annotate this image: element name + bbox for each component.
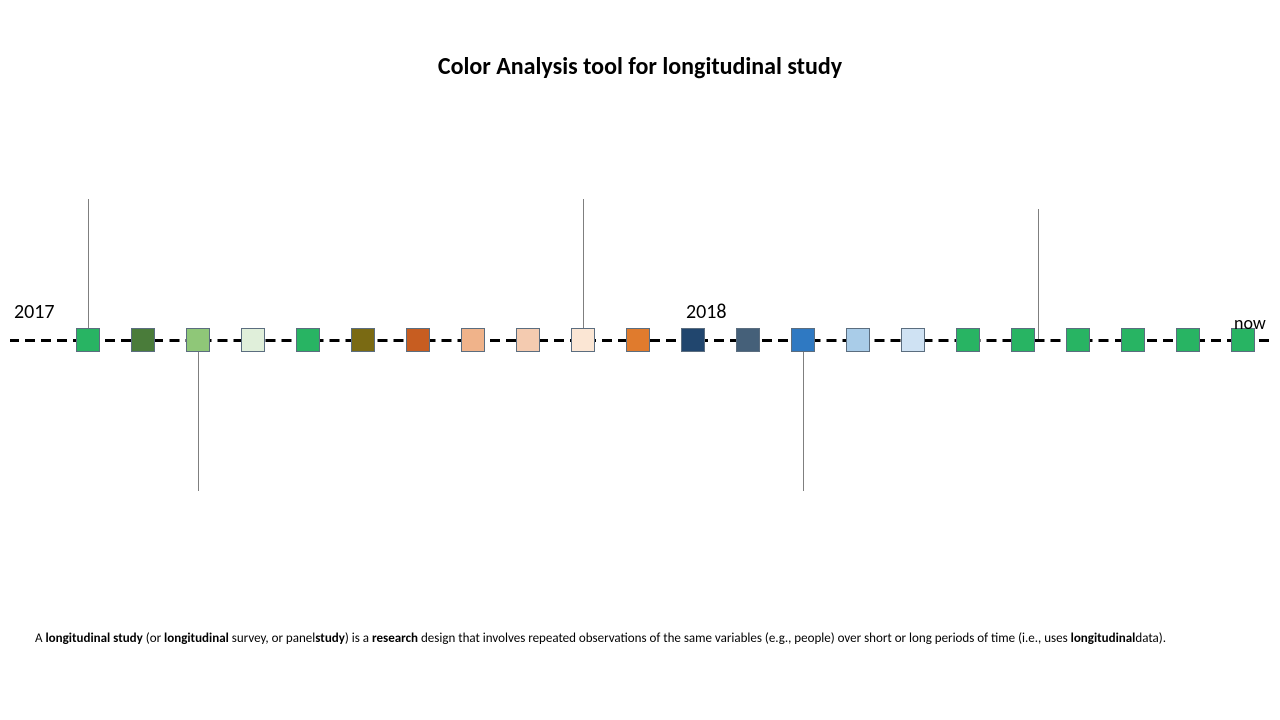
page: Color Analysis tool for longitudinal stu… <box>0 0 1280 720</box>
timeline-label: 2017 <box>14 300 55 324</box>
color-swatch[interactable] <box>681 328 705 352</box>
color-swatch[interactable] <box>1066 328 1090 352</box>
timeline-tick <box>803 351 804 491</box>
color-swatch[interactable] <box>186 328 210 352</box>
color-swatch[interactable] <box>76 328 100 352</box>
color-swatch[interactable] <box>241 328 265 352</box>
color-swatch[interactable] <box>901 328 925 352</box>
timeline-tick <box>583 199 584 339</box>
color-swatch[interactable] <box>1176 328 1200 352</box>
timeline: 2017 2018 now <box>0 0 1280 720</box>
color-swatch[interactable] <box>736 328 760 352</box>
color-swatch[interactable] <box>571 328 595 352</box>
color-swatch[interactable] <box>1121 328 1145 352</box>
timeline-tick <box>1038 209 1039 339</box>
color-swatch[interactable] <box>1011 328 1035 352</box>
color-swatch[interactable] <box>516 328 540 352</box>
color-swatch[interactable] <box>626 328 650 352</box>
color-swatch[interactable] <box>846 328 870 352</box>
color-swatch[interactable] <box>461 328 485 352</box>
color-swatch[interactable] <box>791 328 815 352</box>
timeline-tick <box>198 351 199 491</box>
timeline-tick <box>88 199 89 339</box>
footer-definition: A longitudinal study (or longitudinal su… <box>35 630 1245 648</box>
color-swatch[interactable] <box>406 328 430 352</box>
timeline-label: 2018 <box>686 300 727 324</box>
color-swatch[interactable] <box>351 328 375 352</box>
color-swatch[interactable] <box>296 328 320 352</box>
color-swatch[interactable] <box>956 328 980 352</box>
timeline-label: now <box>1234 312 1266 334</box>
color-swatch[interactable] <box>131 328 155 352</box>
